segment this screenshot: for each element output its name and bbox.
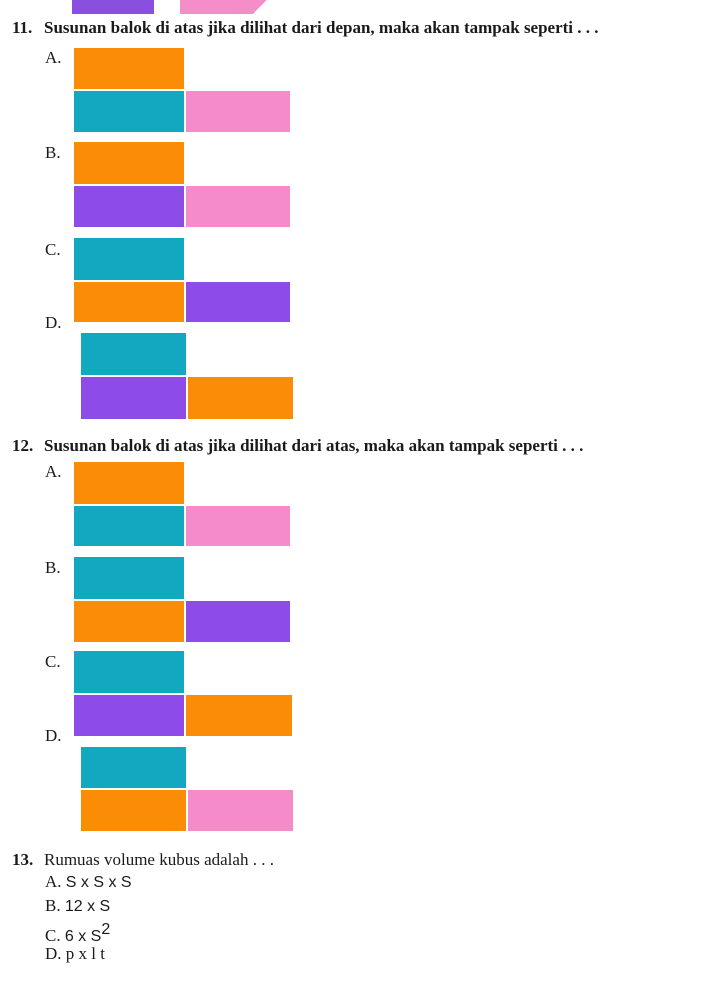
q12-d-bottom-left-block[interactable] — [80, 789, 187, 832]
q12-b-bottom-left-block[interactable] — [73, 600, 185, 643]
q12-c-bottom-right-block[interactable] — [185, 694, 293, 737]
q12-b-bottom-right-block[interactable] — [185, 600, 291, 643]
q13-option-c-label: C. — [45, 926, 61, 945]
q12-d-top-block[interactable] — [80, 746, 187, 789]
q13-option-c[interactable]: C. 6 x S2 — [45, 920, 110, 947]
q12-option-d-label[interactable]: D. — [45, 726, 62, 745]
q11-c-bottom-right-block[interactable] — [185, 281, 291, 323]
question-11-text: Susunan balok di atas jika dilihat dari … — [44, 18, 599, 37]
q12-d-bottom-right-block[interactable] — [187, 789, 294, 832]
q12-a-bottom-left-block[interactable] — [73, 505, 185, 547]
q13-option-b[interactable]: B. 12 x S — [45, 896, 110, 917]
q11-a-top-block[interactable] — [73, 47, 185, 90]
q12-option-a-label[interactable]: A. — [45, 462, 62, 481]
q12-a-bottom-right-block[interactable] — [185, 505, 291, 547]
q11-c-top-block[interactable] — [73, 237, 185, 281]
q13-option-b-label: B. — [45, 896, 61, 915]
q11-option-d-label[interactable]: D. — [45, 313, 62, 332]
q11-option-c-label[interactable]: C. — [45, 240, 61, 259]
previous-figure-purple-block — [72, 0, 154, 14]
q12-c-top-block[interactable] — [73, 650, 185, 694]
q11-d-bottom-right-block[interactable] — [187, 376, 294, 420]
q13-option-d-value: p x l t — [65, 944, 105, 963]
q11-c-bottom-left-block[interactable] — [73, 281, 185, 323]
question-12-text: Susunan balok di atas jika dilihat dari … — [44, 436, 584, 455]
q12-c-bottom-left-block[interactable] — [73, 694, 185, 737]
q11-b-top-block[interactable] — [73, 141, 185, 185]
q11-b-bottom-right-block[interactable] — [185, 185, 291, 228]
q13-option-b-value: 12 x S — [64, 898, 111, 915]
q12-b-top-block[interactable] — [73, 556, 185, 600]
question-13-text: Rumuas volume kubus adalah . . . — [44, 850, 274, 869]
q11-a-bottom-left-block[interactable] — [73, 90, 185, 133]
q12-option-b-label[interactable]: B. — [45, 558, 61, 577]
q11-option-b-label[interactable]: B. — [45, 143, 61, 162]
q11-d-top-block[interactable] — [80, 332, 187, 376]
q12-option-c-label[interactable]: C. — [45, 652, 61, 671]
q13-option-c-value: 6 x S — [64, 928, 102, 945]
q11-b-bottom-left-block[interactable] — [73, 185, 185, 228]
question-13-number: 13. — [12, 850, 34, 869]
question-12-number: 12. — [12, 436, 34, 455]
q13-option-a-value: S x S x S — [65, 874, 132, 891]
q13-option-d[interactable]: D. p x l t — [45, 944, 105, 964]
q13-option-a[interactable]: A. S x S x S — [45, 872, 132, 893]
q13-option-a-label: A. — [45, 872, 62, 891]
q11-option-a-label[interactable]: A. — [45, 48, 62, 67]
q11-d-bottom-left-block[interactable] — [80, 376, 187, 420]
q12-a-top-block[interactable] — [73, 461, 185, 505]
previous-figure-pink-edge — [250, 0, 270, 14]
question-11-number: 11. — [12, 18, 33, 37]
q13-option-d-label: D. — [45, 944, 62, 963]
q11-a-bottom-right-block[interactable] — [185, 90, 291, 133]
q13-option-c-exponent: 2 — [101, 921, 111, 938]
previous-figure-pink-block — [180, 0, 250, 14]
